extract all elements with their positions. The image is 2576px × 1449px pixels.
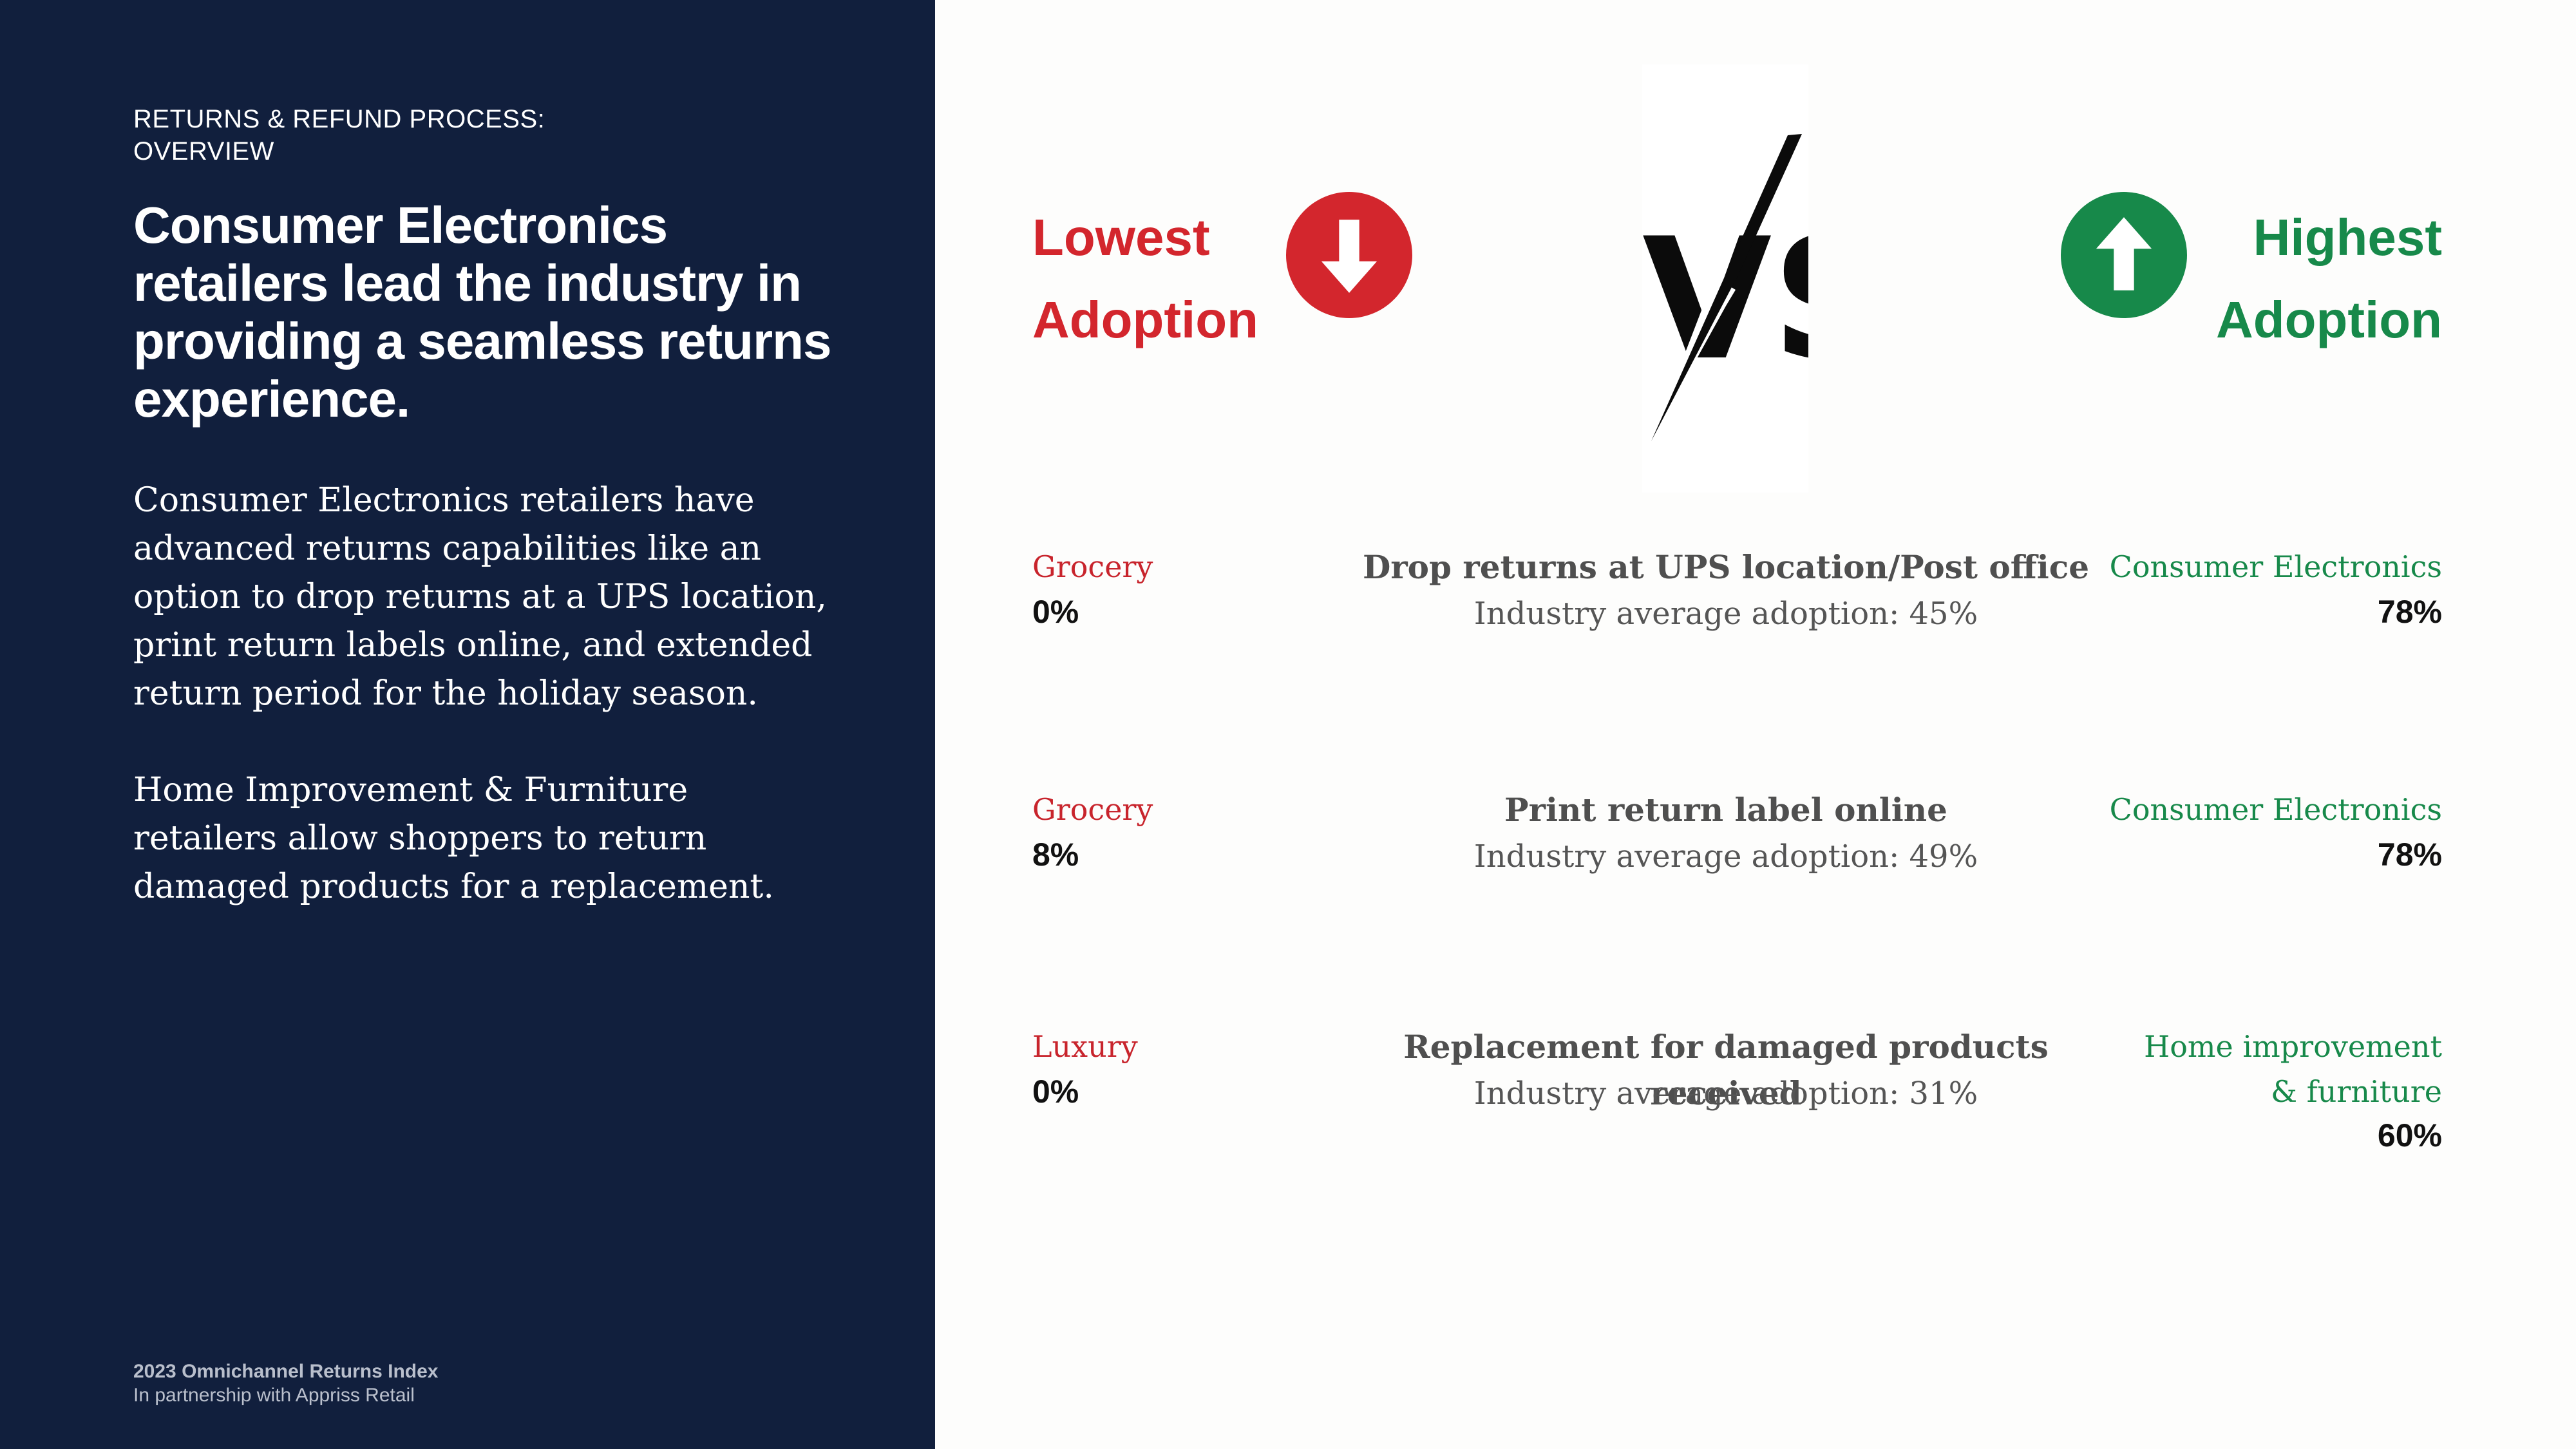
- versus-graphic: VS: [1642, 64, 1892, 493]
- highest-segment-value: 60%: [2377, 1117, 2442, 1153]
- versus-icon: VS: [1642, 134, 1892, 441]
- lowest-heading-line: Lowest: [1032, 209, 1210, 266]
- highest-segment-value: 78%: [2377, 594, 2442, 630]
- industry-average: Industry average adoption: 31%: [1473, 1075, 1978, 1112]
- feature-title: Print return label online: [1504, 791, 1947, 829]
- body-paragraph-home-improvement: Home Improvement & Furniture retailers a…: [133, 771, 774, 906]
- eyebrow-line: RETURNS & REFUND PROCESS:: [133, 105, 545, 133]
- eyebrow-line: OVERVIEW: [133, 137, 274, 166]
- industry-average: Industry average adoption: 45%: [1473, 596, 1978, 632]
- headline: Consumer Electronics retailers lead the …: [133, 196, 832, 428]
- body-paragraph-consumer-electronics: Consumer Electronics retailers have adva…: [133, 481, 827, 713]
- section-eyebrow: RETURNS & REFUND PROCESS: OVERVIEW: [133, 103, 649, 167]
- lowest-heading-line: Adoption: [1032, 291, 1258, 348]
- industry-average: Industry average adoption: 49%: [1473, 838, 1978, 875]
- lowest-segment-value: 0%: [1032, 594, 1079, 630]
- lowest-adoption-heading: Lowest Adoption: [1032, 196, 1258, 361]
- lowest-segment-label: Luxury: [1032, 1029, 1138, 1064]
- lowest-segment-label: Grocery: [1032, 549, 1153, 584]
- highest-segment-value: 78%: [2377, 837, 2442, 873]
- feature-title: Drop returns at UPS location/Post office: [1362, 548, 2090, 586]
- highest-segment-label: Consumer Electronics: [2109, 549, 2442, 584]
- highest-heading-line: Highest: [2253, 209, 2442, 266]
- highest-segment-label-line: & furniture: [2271, 1074, 2442, 1109]
- footer-partnership: In partnership with Appriss Retail: [133, 1385, 415, 1406]
- highest-segment-label: Home improvement & furniture: [2056, 1024, 2442, 1114]
- arrow-down-circle-icon: [1286, 192, 1412, 318]
- highest-segment-label-line: Home improvement: [2144, 1029, 2442, 1064]
- feature-title: Replacement for damaged products receive…: [1403, 1028, 2049, 1112]
- lowest-segment-value: 0%: [1032, 1074, 1079, 1110]
- highest-segment-label: Consumer Electronics: [2109, 792, 2442, 827]
- arrow-up-circle-icon: [2061, 192, 2187, 318]
- left-panel: RETURNS & REFUND PROCESS: OVERVIEW Consu…: [0, 0, 935, 1449]
- highest-heading-line: Adoption: [2216, 291, 2442, 348]
- lowest-segment-value: 8%: [1032, 837, 1079, 873]
- footer-report-title: 2023 Omnichannel Returns Index: [133, 1361, 439, 1382]
- lowest-segment-label: Grocery: [1032, 792, 1153, 827]
- highest-adoption-heading: Highest Adoption: [2216, 196, 2442, 361]
